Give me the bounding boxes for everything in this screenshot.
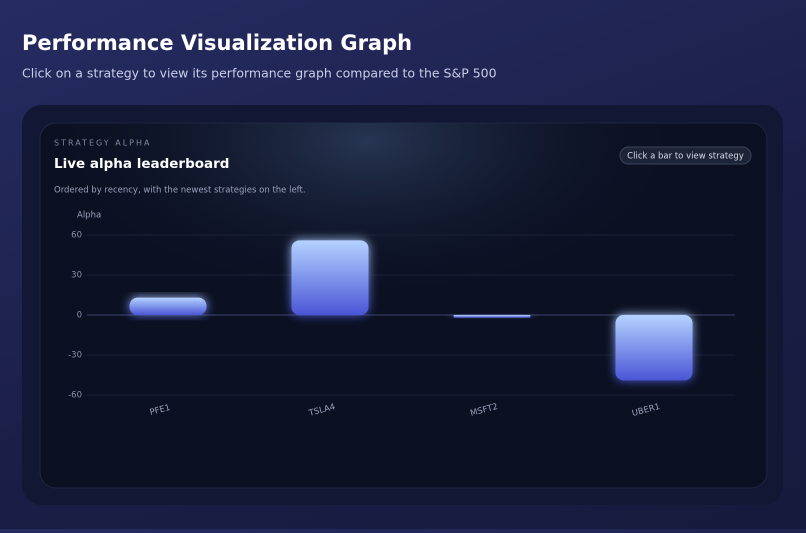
y-tick-label: 60 <box>71 231 82 241</box>
y-tick-label: -30 <box>68 351 82 361</box>
card-eyebrow: STRATEGY ALPHA <box>54 139 151 148</box>
button-label[interactable]: Click a bar to view strategy <box>627 152 744 162</box>
y-tick-label: 30 <box>71 271 82 281</box>
card-description: Ordered by recency, with the newest stra… <box>54 186 306 196</box>
card-glow <box>40 123 767 488</box>
card-title: Live alpha leaderboard <box>54 156 229 172</box>
bar[interactable] <box>615 315 693 381</box>
y-tick-label: -60 <box>68 391 82 401</box>
bar[interactable] <box>453 315 531 318</box>
page-subtitle: Click on a strategy to view its performa… <box>22 66 497 81</box>
bar[interactable] <box>291 240 369 315</box>
y-tick-label: 0 <box>77 311 82 321</box>
view-strategy-button[interactable] <box>619 146 752 165</box>
y-axis-label: Alpha <box>77 211 101 221</box>
page-title: Performance Visualization Graph <box>22 31 412 55</box>
bar[interactable] <box>129 297 207 315</box>
